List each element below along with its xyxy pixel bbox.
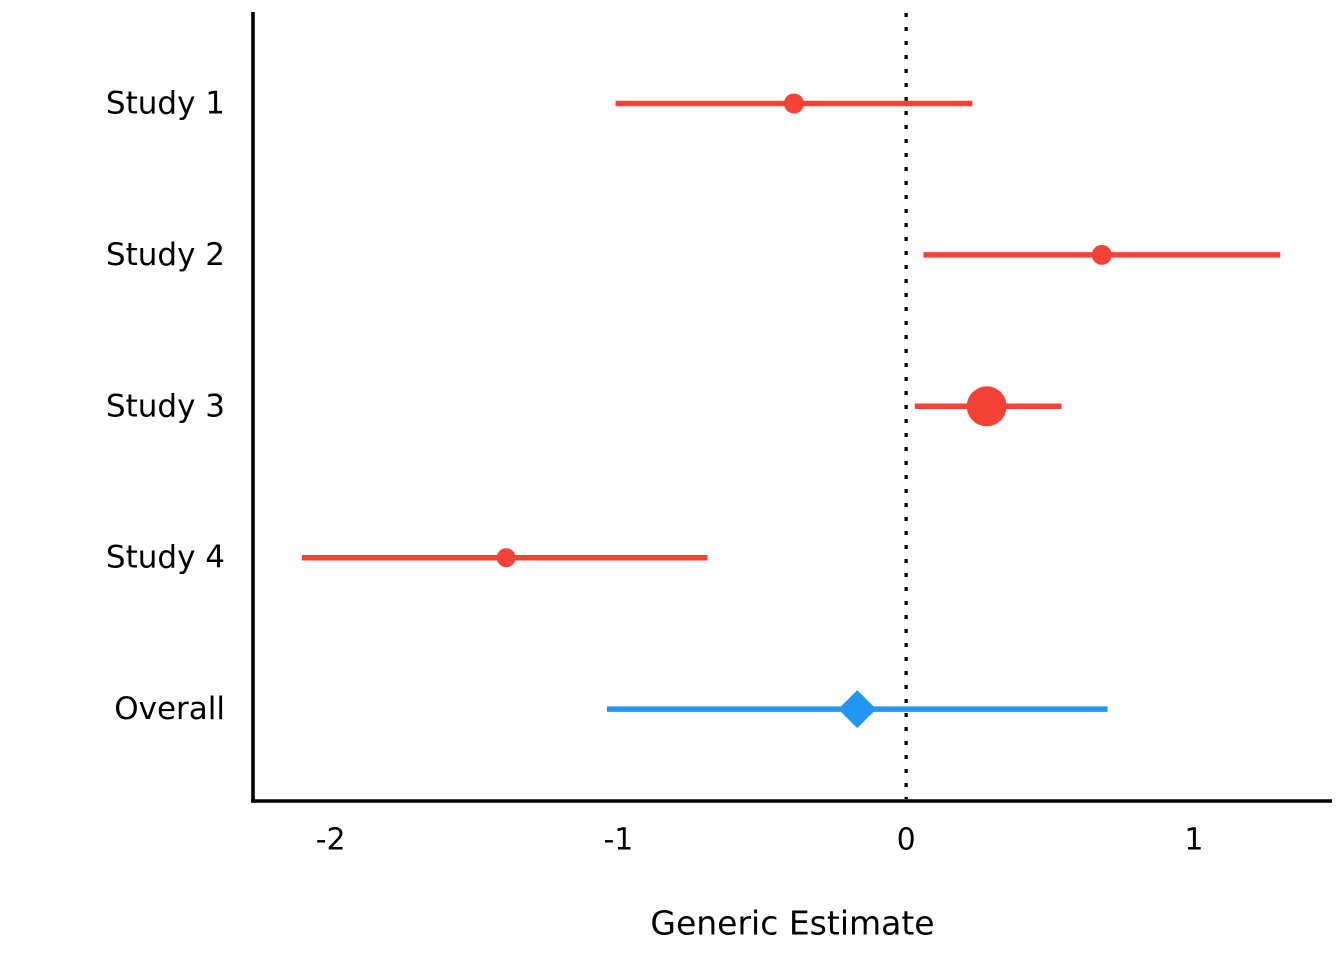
x-axis-title: Generic Estimate (650, 904, 934, 943)
estimate-point (1091, 244, 1112, 265)
x-tick-label: 0 (897, 823, 916, 858)
x-tick-label: -2 (316, 823, 346, 858)
row-label: Study 4 (106, 540, 225, 576)
row-label: Study 3 (106, 388, 225, 424)
estimate-point (783, 93, 804, 114)
x-tick-label: 1 (1184, 823, 1203, 858)
estimate-point (966, 386, 1007, 427)
x-tick-label: -1 (603, 823, 633, 858)
row-label: Overall (114, 691, 225, 727)
estimate-point (496, 548, 516, 568)
overall-estimate-diamond (838, 690, 877, 729)
row-label: Study 1 (106, 86, 225, 122)
row-label: Study 2 (106, 237, 225, 273)
